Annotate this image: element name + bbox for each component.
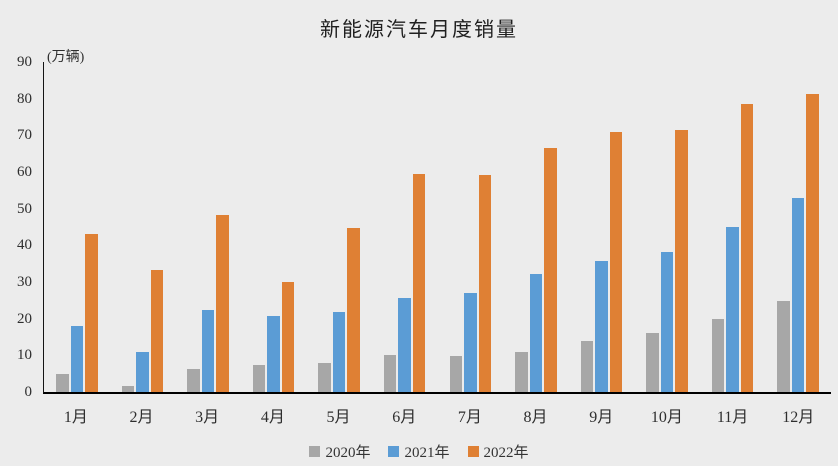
x-axis-label-m6: 6月: [392, 409, 417, 426]
x-axis-label-m12: 12月: [782, 409, 815, 426]
bar-2021-m12: [791, 198, 805, 392]
y-tick-label-10: 10: [17, 347, 32, 364]
bar-2022-m2: [150, 269, 164, 392]
legend-item-2020: 2020年: [309, 441, 370, 462]
x-axis-label-m3: 3月: [195, 409, 220, 426]
legend: 2020年 2021年 2022年: [0, 441, 838, 462]
legend-swatch-icon: [388, 446, 400, 457]
bar-group-m1: [44, 233, 110, 392]
x-axis-label-m5: 5月: [326, 409, 351, 426]
x-axis-labels: 1月 2月 3月 4月 5月 6月 7月 8月 9月 10月 11月 12月: [43, 403, 831, 427]
x-axis-label-m9: 9月: [589, 409, 614, 426]
bar-2022-m3: [216, 214, 229, 392]
legend-label: 2021年: [404, 445, 450, 461]
chart-title: 新能源汽车月度销量: [320, 19, 518, 41]
legend-label: 2022年: [483, 445, 529, 461]
y-tick-label-80: 80: [17, 90, 32, 107]
bar-2022-m7: [478, 174, 491, 392]
bar-2020-m5: [318, 362, 331, 392]
y-tick-label-0: 0: [24, 384, 33, 400]
bar-2020-m2: [121, 385, 135, 392]
bar-2020-m4: [252, 365, 266, 392]
bar-2020-m6: [383, 354, 397, 392]
bar-2020-m8: [515, 352, 528, 392]
bar-2022-m11: [740, 103, 754, 392]
x-axis-label-m8: 8月: [523, 409, 548, 426]
bar-2022-m4: [281, 282, 295, 392]
y-axis-tick-labels: 0 10 20 30 40 50 60 70 80 90: [0, 54, 38, 400]
bar-group-m11: [700, 103, 766, 392]
bar-2021-m2: [136, 352, 149, 392]
bar-2022-m8: [544, 147, 557, 392]
bar-2021-m4: [267, 316, 280, 392]
legend-item-2022: 2022年: [467, 441, 529, 462]
x-axis-label-m1: 1月: [63, 409, 88, 426]
bar-2022-m9: [609, 132, 623, 392]
y-tick-label-30: 30: [17, 274, 32, 290]
bar-2022-m1: [85, 233, 98, 392]
x-axis-label-m7: 7月: [457, 409, 482, 426]
bar-2021-m3: [201, 309, 215, 392]
x-axis-label-m11: 11月: [716, 409, 749, 426]
legend-label: 2020年: [325, 445, 371, 461]
bar-2022-m6: [412, 173, 426, 392]
y-tick-label-70: 70: [17, 127, 32, 144]
bar-group-m2: [110, 269, 176, 392]
bar-group-m5: [306, 228, 372, 392]
y-tick-label-50: 50: [17, 200, 32, 217]
bar-2020-m3: [187, 368, 200, 392]
x-axis-label-m4: 4月: [260, 409, 285, 426]
bar-group-m7: [437, 174, 503, 392]
bar-group-m8: [503, 147, 569, 392]
y-tick-label-90: 90: [17, 54, 32, 70]
bar-2021-m8: [529, 274, 543, 392]
legend-swatch-icon: [467, 446, 479, 457]
plot-area: [43, 62, 831, 394]
bar-2022-m5: [347, 228, 360, 392]
legend-item-2021: 2021年: [388, 441, 450, 462]
x-axis-label-m10: 10月: [650, 409, 683, 426]
bar-group-m6: [372, 173, 438, 392]
bar-2021-m11: [726, 227, 739, 392]
bar-2020-m1: [56, 373, 69, 392]
bar-group-m10: [634, 130, 700, 392]
bar-2021-m6: [398, 297, 411, 392]
y-tick-label-40: 40: [17, 237, 32, 254]
bar-2020-m7: [449, 356, 462, 392]
bar-group-m4: [241, 282, 307, 392]
bar-2022-m12: [806, 93, 819, 392]
bar-2021-m10: [660, 251, 674, 392]
bar-group-m3: [175, 214, 241, 392]
legend-swatch-icon: [309, 446, 321, 457]
bar-group-m9: [569, 132, 635, 392]
bar-2022-m10: [675, 130, 688, 392]
bar-groups: [44, 62, 831, 392]
y-tick-label-60: 60: [17, 164, 32, 180]
bar-group-m12: [765, 93, 831, 392]
bar-2021-m1: [70, 326, 84, 392]
bar-2020-m12: [777, 301, 790, 392]
bar-2021-m5: [332, 312, 346, 392]
y-tick-label-20: 20: [17, 310, 32, 327]
bar-2021-m7: [464, 292, 477, 392]
bar-2020-m10: [646, 333, 659, 392]
bar-2020-m11: [711, 318, 725, 392]
bar-2021-m9: [595, 261, 608, 392]
bar-2020-m9: [580, 340, 594, 392]
x-axis-label-m2: 2月: [129, 409, 154, 426]
y-axis-unit-label: (万辆): [47, 50, 85, 65]
